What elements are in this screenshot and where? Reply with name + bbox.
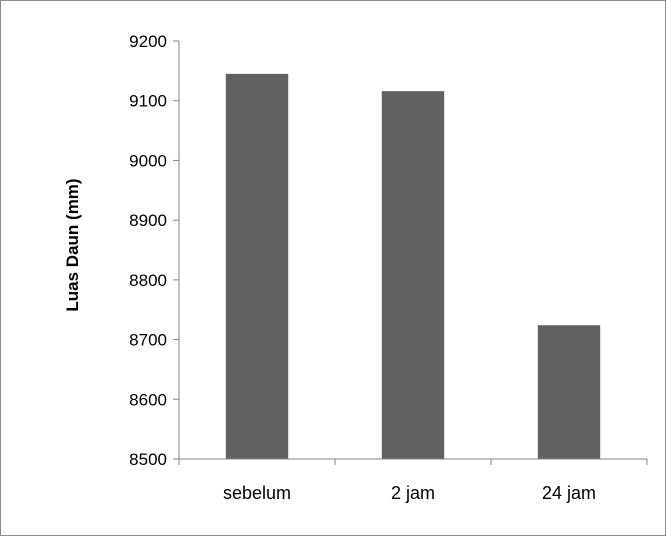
y-tick-label: 8700 (129, 331, 167, 350)
y-tick-label: 8500 (129, 450, 167, 469)
y-axis-title: Luas Daun (mm) (63, 178, 82, 311)
bar-2-jam (381, 91, 445, 459)
y-tick-label: 9100 (129, 92, 167, 111)
axes-layer (178, 41, 647, 460)
y-tick-label: 9200 (129, 32, 167, 51)
x-tick-label: sebelum (223, 483, 291, 503)
y-ticks-layer: 8500 8600 8700 8800 8900 9000 9100 9200 (129, 32, 179, 469)
bar-24-jam (537, 325, 601, 459)
x-tick-label: 2 jam (391, 483, 435, 503)
bars-layer (225, 73, 601, 459)
y-tick-label: 8900 (129, 211, 167, 230)
bar-sebelum (225, 73, 289, 459)
y-tick-label: 8800 (129, 271, 167, 290)
x-ticks-layer: sebelum 2 jam 24 jam (178, 459, 648, 503)
y-tick-label: 8600 (129, 390, 167, 409)
y-tick-label: 9000 (129, 151, 167, 170)
x-tick-label: 24 jam (542, 483, 596, 503)
